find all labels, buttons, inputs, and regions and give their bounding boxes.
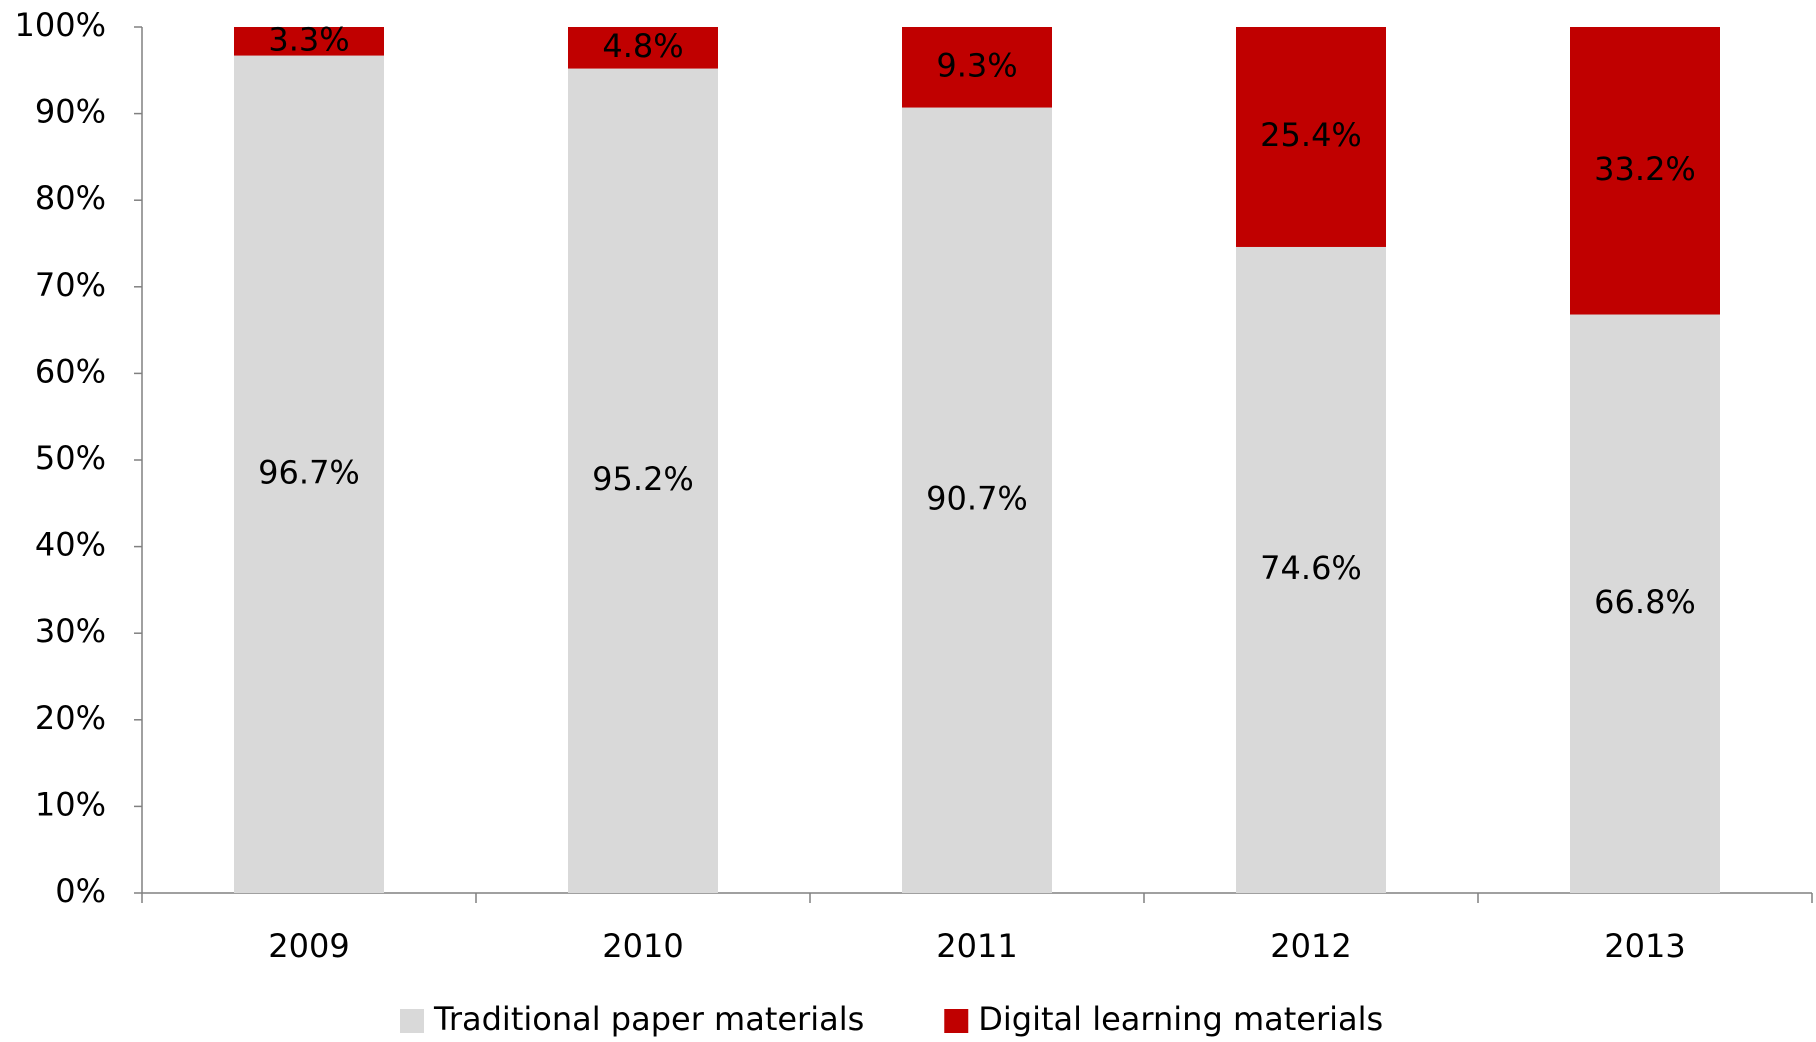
bar-segment <box>568 68 718 894</box>
data-label: 96.7% <box>258 453 360 491</box>
bar-segment <box>1236 27 1386 247</box>
y-tick-label: 0% <box>55 872 106 910</box>
data-label: 95.2% <box>592 460 694 498</box>
data-label: 25.4% <box>1260 116 1362 154</box>
x-tick-label: 2011 <box>936 927 1017 965</box>
bar-segment <box>1570 27 1720 315</box>
data-label: 3.3% <box>268 20 349 58</box>
y-tick-label: 70% <box>35 266 106 304</box>
bar-segment <box>902 27 1052 108</box>
data-label: 66.8% <box>1594 583 1696 621</box>
x-tick-label: 2012 <box>1270 927 1351 965</box>
legend-swatch <box>400 1009 424 1033</box>
y-tick-label: 100% <box>15 6 106 44</box>
legend-label: Traditional paper materials <box>433 1000 864 1038</box>
x-tick-label: 2010 <box>602 927 683 965</box>
data-label: 90.7% <box>926 479 1028 517</box>
bar-segment <box>234 55 384 893</box>
data-label: 74.6% <box>1260 549 1362 587</box>
bar-segment <box>1570 314 1720 894</box>
y-tick-label: 40% <box>35 526 106 564</box>
y-tick-label: 90% <box>35 93 106 131</box>
bar-segment <box>234 27 384 56</box>
y-tick-label: 50% <box>35 439 106 477</box>
bar-segment <box>902 107 1052 893</box>
y-tick-label: 10% <box>35 785 106 823</box>
y-tick-label: 20% <box>35 699 106 737</box>
y-tick-label: 60% <box>35 352 106 390</box>
legend-swatch <box>944 1009 969 1033</box>
legend-label: Digital learning materials <box>978 1000 1383 1038</box>
x-tick-label: 2009 <box>268 927 349 965</box>
data-label: 9.3% <box>936 46 1017 84</box>
x-tick-label: 2013 <box>1604 927 1685 965</box>
bar-segment <box>568 27 718 69</box>
data-label: 4.8% <box>602 27 683 65</box>
data-label: 33.2% <box>1594 150 1696 188</box>
y-tick-label: 30% <box>35 612 106 650</box>
y-tick-label: 80% <box>35 179 106 217</box>
bar-segment <box>1236 246 1386 894</box>
